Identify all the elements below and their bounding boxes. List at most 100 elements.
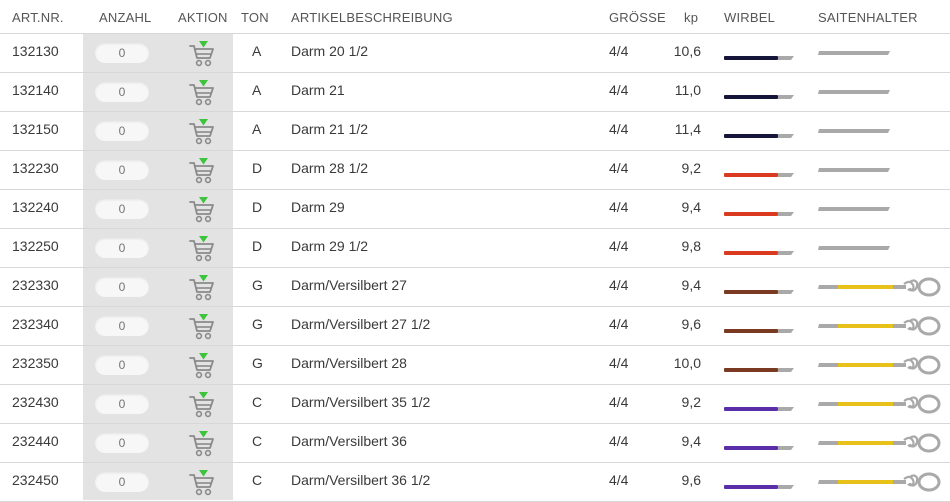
header-groesse: GRÖSSE <box>609 10 666 25</box>
quantity-input[interactable] <box>95 160 149 180</box>
peg-string-icon <box>724 212 794 216</box>
tailpiece-swatch <box>818 431 944 455</box>
tone: A <box>252 82 262 98</box>
tailpiece-plain-icon <box>818 246 890 250</box>
peg-color-swatch <box>724 439 794 450</box>
quantity-input[interactable] <box>95 433 149 453</box>
header-kp: kp <box>684 10 699 25</box>
cart-add-icon <box>189 275 214 301</box>
peg-string-icon <box>724 407 794 411</box>
tailpiece-swatch <box>818 392 944 416</box>
add-to-cart-button[interactable] <box>187 235 217 263</box>
tailpiece-swatch <box>818 119 944 143</box>
quantity-input[interactable] <box>95 121 149 141</box>
header-beschreibung: ARTIKELBESCHREIBUNG <box>291 10 453 25</box>
tailpiece-loop-icon <box>818 316 941 336</box>
quantity-input[interactable] <box>95 238 149 258</box>
add-to-cart-button[interactable] <box>187 313 217 341</box>
peg-string-icon <box>724 485 794 489</box>
table-row: 132250 D Darm 29 1/2 4/4 9,8 <box>0 229 950 268</box>
tension-kp: 10,0 <box>673 355 701 371</box>
quantity-input[interactable] <box>95 277 149 297</box>
quantity-cell <box>95 121 149 141</box>
quantity-input[interactable] <box>95 43 149 63</box>
peg-string-icon <box>724 290 794 294</box>
quantity-cell <box>95 199 149 219</box>
size: 4/4 <box>609 238 629 254</box>
add-to-cart-button[interactable] <box>187 196 217 224</box>
quantity-input[interactable] <box>95 316 149 336</box>
tension-kp: 9,6 <box>681 316 701 332</box>
add-to-cart-button[interactable] <box>187 391 217 419</box>
tone: A <box>252 43 262 59</box>
quantity-input[interactable] <box>95 472 149 492</box>
header-aktion: AKTION <box>178 10 228 25</box>
quantity-input[interactable] <box>95 394 149 414</box>
add-to-cart-button[interactable] <box>187 157 217 185</box>
quantity-input[interactable] <box>95 355 149 375</box>
quantity-input[interactable] <box>95 82 149 102</box>
tension-kp: 9,4 <box>681 277 701 293</box>
tailpiece-loop-icon <box>818 355 941 375</box>
cart-add-icon <box>189 119 214 145</box>
article-description: Darm 21 <box>291 82 345 98</box>
cart-add-icon <box>189 314 214 340</box>
article-description: Darm/Versilbert 27 1/2 <box>291 316 431 332</box>
article-description: Darm 29 1/2 <box>291 238 369 254</box>
add-to-cart-button[interactable] <box>187 352 217 380</box>
cart-add-icon <box>189 197 214 223</box>
table-row: 132230 D Darm 28 1/2 4/4 9,2 <box>0 151 950 190</box>
tension-kp: 11,4 <box>674 121 701 137</box>
size: 4/4 <box>609 316 629 332</box>
article-description: Darm/Versilbert 27 <box>291 277 407 293</box>
add-to-cart-button[interactable] <box>187 79 217 107</box>
tailpiece-swatch <box>818 158 944 182</box>
table-header: ART.NR. ANZAHL AKTION TON ARTIKELBESCHRE… <box>0 0 950 34</box>
table-row: 232450 C Darm/Versilbert 36 1/2 4/4 9,6 <box>0 463 950 502</box>
tailpiece-swatch <box>818 470 944 494</box>
peg-color-swatch <box>724 361 794 372</box>
size: 4/4 <box>609 121 629 137</box>
article-description: Darm/Versilbert 35 1/2 <box>291 394 431 410</box>
table-body: 132130 A Darm 20 1/2 4/4 10,6 132140 <box>0 34 950 502</box>
quantity-cell <box>95 238 149 258</box>
quantity-cell <box>95 355 149 375</box>
tailpiece-plain-icon <box>818 51 890 55</box>
add-to-cart-button[interactable] <box>187 118 217 146</box>
size: 4/4 <box>609 199 629 215</box>
tone: G <box>252 355 263 371</box>
peg-string-icon <box>724 56 794 60</box>
tone: G <box>252 316 263 332</box>
add-to-cart-button[interactable] <box>187 469 217 497</box>
size: 4/4 <box>609 433 629 449</box>
tone: D <box>252 160 263 176</box>
size: 4/4 <box>609 394 629 410</box>
tailpiece-plain-icon <box>818 129 890 133</box>
peg-string-icon <box>724 446 794 450</box>
tension-kp: 9,6 <box>681 472 701 488</box>
quantity-input[interactable] <box>95 199 149 219</box>
add-to-cart-button[interactable] <box>187 40 217 68</box>
size: 4/4 <box>609 472 629 488</box>
table-row: 132150 A Darm 21 1/2 4/4 11,4 <box>0 112 950 151</box>
tone: G <box>252 277 263 293</box>
header-anzahl: ANZAHL <box>99 10 152 25</box>
quantity-cell <box>95 277 149 297</box>
tension-kp: 9,4 <box>681 433 701 449</box>
article-number: 132250 <box>12 238 59 254</box>
peg-color-swatch <box>724 478 794 489</box>
tailpiece-swatch <box>818 353 944 377</box>
tailpiece-plain-icon <box>818 207 890 211</box>
add-to-cart-button[interactable] <box>187 274 217 302</box>
table-row: 132140 A Darm 21 4/4 11,0 <box>0 73 950 112</box>
cart-add-icon <box>189 236 214 262</box>
cart-add-icon <box>189 41 214 67</box>
quantity-cell <box>95 316 149 336</box>
tailpiece-loop-icon <box>818 433 941 453</box>
article-description: Darm/Versilbert 36 1/2 <box>291 472 431 488</box>
table-row: 232440 C Darm/Versilbert 36 4/4 9,4 <box>0 424 950 463</box>
table-row: 132240 D Darm 29 4/4 9,4 <box>0 190 950 229</box>
cart-add-icon <box>189 353 214 379</box>
add-to-cart-button[interactable] <box>187 430 217 458</box>
quantity-cell <box>95 472 149 492</box>
